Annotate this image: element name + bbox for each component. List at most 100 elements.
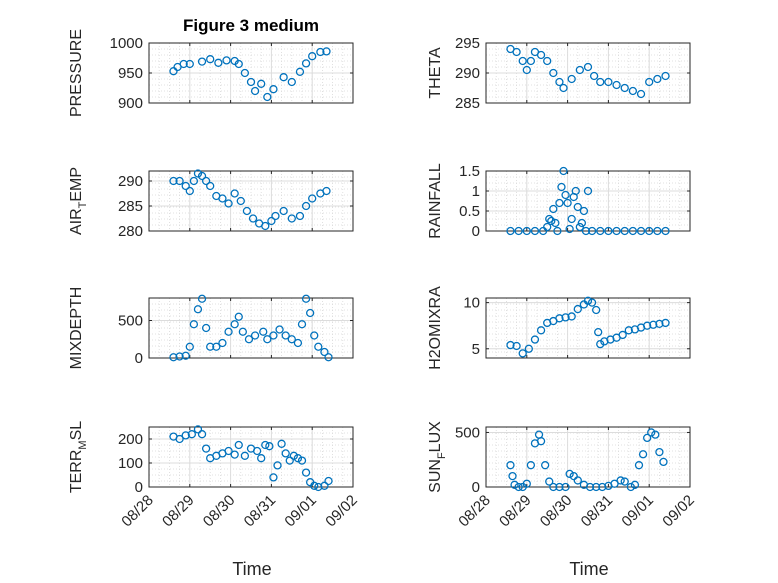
data-point [559, 166, 568, 176]
data-point [620, 83, 629, 93]
data-point [522, 479, 531, 488]
data-point [565, 469, 574, 479]
data-point [252, 446, 262, 456]
data-point [310, 331, 319, 340]
data-point [263, 92, 272, 102]
data-point [181, 351, 190, 360]
data-point [212, 342, 221, 351]
y-axis-label: PRESSURE [68, 29, 85, 117]
data-point [553, 226, 562, 236]
data-point [512, 341, 521, 351]
y-tick-label: 290 [455, 65, 480, 82]
data-point [506, 226, 515, 236]
data-point [620, 226, 629, 236]
data-point [571, 186, 580, 196]
data-point [649, 320, 658, 329]
data-point [526, 461, 536, 470]
data-point [287, 335, 296, 344]
data-point [248, 214, 258, 223]
data-point [214, 58, 223, 67]
data-point [257, 79, 266, 88]
x-tick-label: 08/31 [241, 492, 280, 531]
data-point [573, 202, 582, 212]
y-tick-label: 285 [455, 95, 480, 112]
data-point [596, 77, 605, 87]
data-point [583, 62, 593, 72]
data-point [293, 338, 303, 348]
data-point [273, 461, 282, 470]
data-point [620, 477, 629, 486]
data-point [555, 198, 564, 208]
data-point [230, 450, 239, 459]
data-point [630, 480, 640, 489]
data-point [518, 349, 527, 358]
data-point [308, 52, 317, 61]
data-point [624, 326, 633, 335]
data-point [236, 196, 245, 206]
axes-box [485, 426, 691, 488]
data-point [555, 314, 564, 323]
y-tick-label: 1.5 [459, 163, 480, 180]
data-point [238, 327, 247, 336]
y-axis-label: H2OMIXRA [427, 286, 444, 370]
x-tick-label: 08/28 [118, 492, 157, 531]
axes-box [485, 42, 691, 104]
data-point [293, 454, 303, 463]
data-point [261, 221, 270, 231]
x-tick-label: 09/02 [322, 492, 361, 531]
data-point [536, 437, 546, 446]
data-point [314, 342, 323, 351]
data-point [269, 473, 278, 482]
y-tick-label: 295 [455, 35, 480, 52]
data-point [628, 86, 638, 96]
data-point [522, 226, 531, 236]
data-point [604, 77, 613, 87]
data-point [518, 56, 527, 66]
data-point [314, 482, 323, 492]
y-tick-label: 280 [118, 223, 143, 240]
x-tick-label: 08/29 [496, 492, 535, 531]
data-point [181, 431, 190, 440]
data-point [561, 313, 570, 322]
data-point [257, 454, 266, 463]
data-point [530, 226, 540, 236]
data-point [175, 352, 184, 361]
data-point [301, 201, 311, 211]
data-point [592, 305, 601, 315]
data-point [559, 83, 568, 93]
data-point [218, 194, 227, 203]
data-point [661, 71, 670, 81]
data-point [185, 342, 194, 351]
data-point [322, 186, 331, 196]
data-point [224, 446, 233, 456]
data-point [604, 226, 613, 236]
data-point [616, 476, 625, 485]
data-point [612, 226, 621, 236]
data-point [301, 294, 311, 303]
data-point [250, 331, 260, 340]
data-point [536, 326, 546, 335]
data-point [201, 323, 211, 333]
data-point [581, 226, 591, 236]
axes-box [148, 297, 354, 359]
data-point [250, 86, 260, 96]
data-point [661, 226, 670, 236]
y-axis-label: AIRTEMP [68, 167, 89, 235]
data-point [234, 312, 243, 321]
data-point [263, 335, 272, 344]
data-point [512, 47, 521, 57]
y-tick-label: 200 [118, 431, 143, 448]
data-point [549, 68, 558, 78]
data-point [244, 335, 254, 344]
data-point [573, 304, 582, 314]
data-point [197, 171, 207, 181]
data-point [197, 430, 207, 439]
subplot-8: 08/28 08/29 08/30 08/31 09/01 09/02 0 500 SUNFLU… [427, 421, 698, 579]
data-point [567, 74, 576, 84]
y-tick-label: 0 [472, 479, 480, 496]
data-point [281, 331, 290, 340]
y-tick-label: 950 [118, 65, 143, 82]
data-point [543, 222, 552, 232]
